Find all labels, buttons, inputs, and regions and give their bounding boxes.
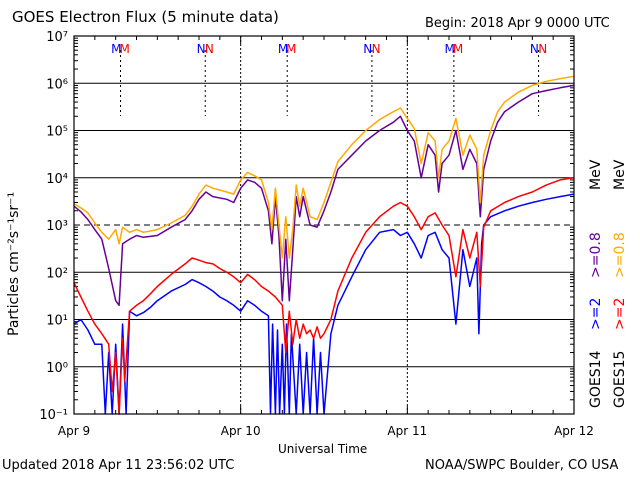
x-tick-label: Apr 10 (221, 424, 261, 438)
marker-label: M (453, 42, 463, 56)
marker-label: N (372, 42, 381, 56)
legend-goes15-gt2: >=2 (612, 297, 628, 330)
legend-goes15: GOES15 (612, 350, 628, 408)
x-tick-label: Apr 12 (554, 424, 594, 438)
plot-frame (73, 35, 575, 415)
legend-goes14-gt08: >=0.8 (588, 232, 604, 278)
legend-mev-goes15: MeV (612, 159, 628, 190)
begin-time-label: Begin: 2018 Apr 9 0000 UTC (425, 16, 610, 31)
legend-goes15-gt08: >=0.8 (612, 232, 628, 278)
marker-label: N (197, 42, 206, 56)
y-tick-label: 10² (46, 266, 68, 281)
marker-label: M (286, 42, 296, 56)
y-tick-label: 10⁻¹ (39, 408, 68, 423)
chart-title: GOES Electron Flux (5 minute data) (12, 8, 279, 26)
x-tick-label: Apr 11 (387, 424, 427, 438)
y-tick-label: 10⁷ (46, 30, 68, 45)
marker-label: M (445, 42, 455, 56)
series-line-2 (73, 193, 575, 415)
y-tick-label: 10³ (46, 219, 68, 234)
series-line-3 (73, 177, 575, 415)
updated-timestamp: Updated 2018 Apr 11 23:56:02 UTC (2, 458, 235, 473)
series-line-0 (73, 84, 575, 307)
marker-label: N (363, 42, 372, 56)
y-axis-label: Particles cm⁻²s⁻¹sr⁻¹ (6, 191, 22, 336)
marker-label: M (120, 42, 130, 56)
marker-label: M (111, 42, 121, 56)
y-tick-label: 10¹ (46, 314, 68, 329)
legend-goes14-gt2: >=2 (588, 297, 604, 330)
credit-label: NOAA/SWPC Boulder, CO USA (425, 458, 619, 473)
y-tick-label: 10⁰ (46, 361, 68, 376)
legend-mev-goes14: MeV (588, 159, 604, 190)
marker-label: N (538, 42, 547, 56)
legend-goes14: GOES14 (588, 350, 604, 408)
y-tick-label: 10⁴ (46, 172, 68, 187)
marker-label: N (530, 42, 539, 56)
y-tick-label: 10⁵ (46, 125, 68, 140)
marker-label: M (278, 42, 288, 56)
x-axis-label: Universal Time (278, 442, 368, 456)
x-tick-label: Apr 9 (58, 424, 90, 438)
y-tick-label: 10⁶ (46, 77, 68, 92)
marker-label: N (205, 42, 214, 56)
series-line-1 (73, 75, 575, 259)
